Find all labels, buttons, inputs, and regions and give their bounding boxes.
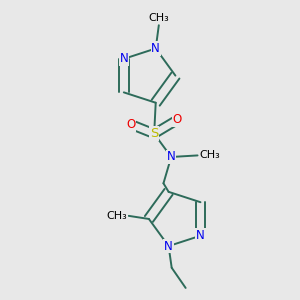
Text: N: N xyxy=(151,42,160,55)
Text: CH₃: CH₃ xyxy=(106,211,127,221)
Text: N: N xyxy=(196,229,205,242)
Text: S: S xyxy=(150,127,158,140)
Text: N: N xyxy=(164,240,173,253)
Text: O: O xyxy=(126,118,136,131)
Text: O: O xyxy=(173,113,182,126)
Text: N: N xyxy=(119,52,128,65)
Text: N: N xyxy=(167,151,176,164)
Text: CH₃: CH₃ xyxy=(148,13,169,22)
Text: CH₃: CH₃ xyxy=(200,150,220,161)
